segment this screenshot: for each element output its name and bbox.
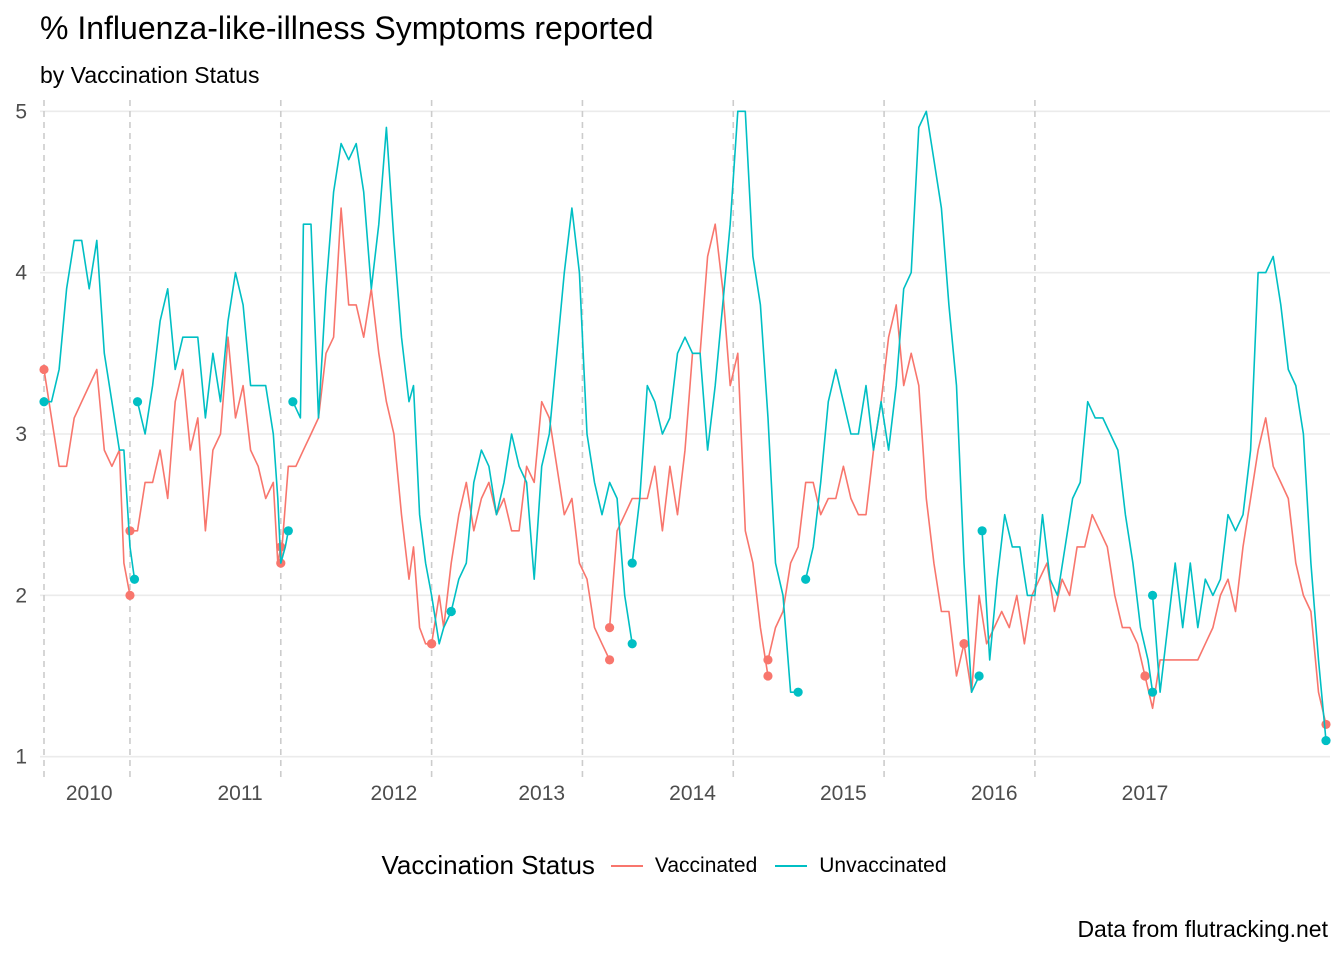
data-point-vaccinated [125,590,135,600]
series-line-unvaccinated [981,400,1154,693]
data-point-unvaccinated [1147,590,1158,600]
legend-key-vaccinated [609,855,645,877]
chart-subtitle: by Vaccination Status [40,62,260,88]
legend-item-vaccinated: Vaccinated [609,854,757,878]
y-tick-label: 1 [15,746,27,769]
series-line-unvaccinated [631,110,799,693]
y-tick-label: 2 [15,584,27,607]
series-layer [39,110,1331,746]
data-point-unvaccinated [1147,687,1158,697]
data-point-vaccinated [763,655,773,665]
chart-caption: Data from flutracking.net [1077,916,1328,942]
data-point-unvaccinated [627,558,637,568]
x-tick-label: 2012 [371,782,418,805]
legend: Vaccination Status Vaccinated Unvaccinat… [0,850,1344,881]
series-line-vaccinated [130,336,282,564]
data-point-unvaccinated [132,397,143,407]
legend-label-unvaccinated: Unvaccinated [819,853,947,877]
series-line-vaccinated [43,368,131,596]
series-line-unvaccinated [136,271,290,564]
data-point-unvaccinated [288,397,298,407]
series-line-unvaccinated [1151,255,1327,741]
series-line-vaccinated [608,223,769,677]
data-point-vaccinated [959,639,969,649]
x-tick-label: 2011 [217,782,262,805]
series-line-vaccinated [767,304,965,677]
data-point-vaccinated [1140,671,1150,681]
data-point-unvaccinated [793,687,803,697]
series-line-unvaccinated [804,110,980,693]
line-chart: 1 2 3 4 5 2010 2011 2012 2013 2014 2015 2016 2017 [15,100,1331,805]
series-line-unvaccinated [292,126,452,645]
x-tick-label: 2017 [1122,782,1169,805]
grid-layer [40,110,1330,758]
data-point-vaccinated [763,671,773,681]
legend-title: Vaccination Status [381,850,595,880]
data-point-vaccinated [427,639,437,649]
x-tick-label: 2016 [971,782,1018,805]
legend-label-vaccinated: Vaccinated [654,853,758,877]
y-tick-label: 3 [15,423,27,446]
data-point-vaccinated [39,364,49,375]
data-point-unvaccinated [283,526,293,536]
x-tick-label: 2014 [669,782,716,805]
data-point-unvaccinated [977,526,987,536]
data-point-unvaccinated [446,606,456,617]
x-tick-label: 2010 [66,782,113,805]
chart-title: % Influenza-like-illness Symptoms report… [40,10,654,46]
series-line-vaccinated [1144,417,1327,725]
axis-labels: 1 2 3 4 5 2010 2011 2012 2013 2014 2015 2016 2017 [15,100,1168,805]
series-line-vaccinated [963,513,1146,693]
data-point-vaccinated [604,623,615,633]
data-point-unvaccinated [1321,735,1331,746]
series-line-unvaccinated [450,207,633,644]
data-point-unvaccinated [974,671,984,681]
series-line-unvaccinated [44,239,136,580]
season-breaks [43,100,1036,782]
legend-item-unvaccinated: Unvaccinated [773,853,947,878]
data-point-unvaccinated [39,397,49,407]
data-point-unvaccinated [801,574,811,584]
y-tick-label: 4 [15,262,27,285]
series-line-vaccinated [280,207,432,645]
x-tick-label: 2015 [820,782,867,805]
x-tick-label: 2013 [518,782,565,805]
data-point-vaccinated [125,526,135,536]
y-tick-label: 5 [15,100,27,123]
legend-key-unvaccinated [773,855,809,877]
data-point-unvaccinated [129,574,140,584]
data-point-vaccinated [604,655,615,665]
data-point-vaccinated [1321,719,1331,730]
data-point-unvaccinated [627,639,637,649]
series-line-vaccinated [430,400,611,661]
